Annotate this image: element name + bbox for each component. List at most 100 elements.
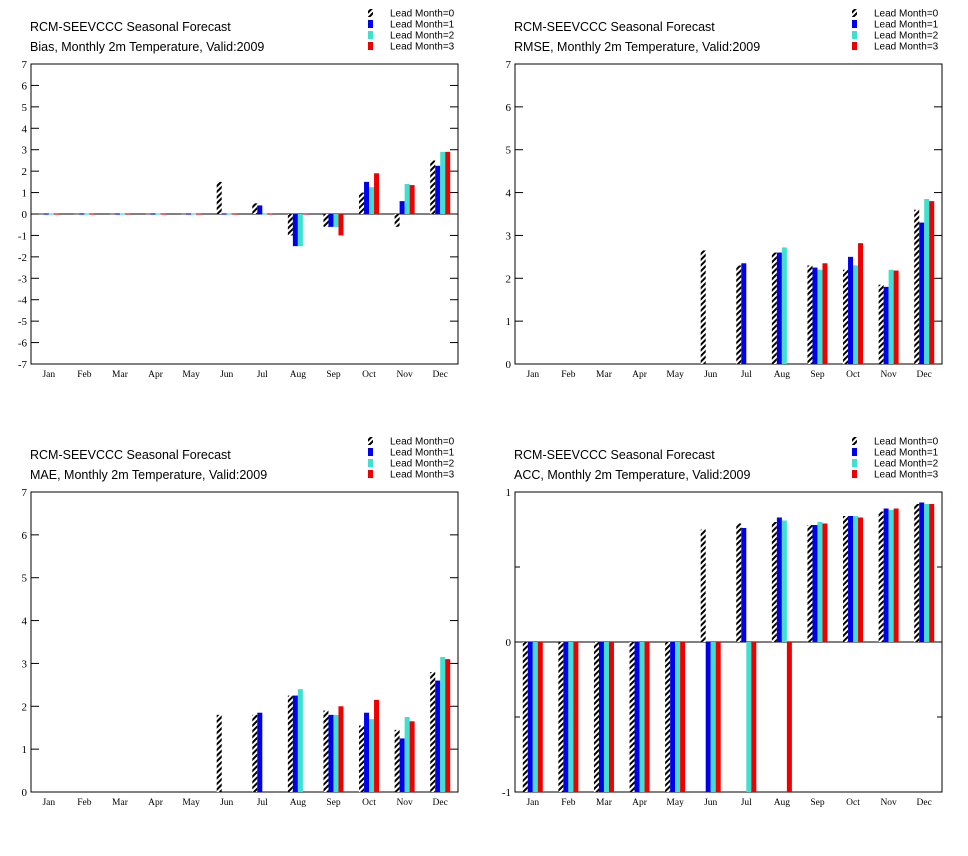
- chart-subtitle: MAE, Monthly 2m Temperature, Valid:2009: [30, 468, 267, 482]
- bar: [216, 181, 222, 214]
- bar: [644, 642, 650, 792]
- bar: [781, 247, 787, 364]
- bar: [924, 504, 930, 642]
- bar: [445, 151, 451, 214]
- bar: [257, 205, 263, 214]
- bar: [603, 642, 609, 792]
- chart-subtitle: ACC, Monthly 2m Temperature, Valid:2009: [514, 468, 751, 482]
- legend-entry: Lead Month=1: [390, 20, 455, 31]
- legend-swatch: [368, 470, 373, 478]
- x-tick-label: Nov: [880, 798, 897, 808]
- bar: [598, 642, 604, 792]
- bar: [430, 160, 436, 214]
- legend-swatch: [852, 437, 857, 445]
- legend-entry: Lead Month=3: [874, 470, 939, 481]
- y-tick-label: 0: [22, 209, 28, 221]
- bar: [573, 642, 579, 792]
- bar: [374, 699, 380, 792]
- chart-title: RCM-SEEVCCC Seasonal Forecast: [30, 20, 231, 34]
- bar: [822, 523, 828, 642]
- bar: [746, 642, 752, 792]
- bar: [878, 284, 884, 364]
- bar: [440, 657, 446, 792]
- bar: [807, 265, 813, 364]
- x-tick-label: Apr: [148, 370, 164, 380]
- y-tick-label: 6: [22, 80, 28, 92]
- x-tick-label: Oct: [362, 798, 376, 808]
- legend-entry: Lead Month=0: [874, 9, 939, 20]
- y-tick-label: 4: [22, 616, 28, 628]
- x-tick-label: Sep: [810, 370, 825, 380]
- bar: [292, 214, 298, 247]
- y-tick-label: 1: [22, 744, 28, 756]
- bar: [435, 680, 441, 792]
- bar: [435, 165, 441, 214]
- bar: [675, 642, 681, 792]
- y-tick-label: -1: [502, 787, 511, 799]
- y-tick-label: 7: [22, 487, 28, 499]
- legend-entry: Lead Month=1: [390, 448, 455, 459]
- bar: [399, 201, 405, 214]
- y-tick-label: 7: [506, 59, 512, 71]
- y-tick-label: 0: [506, 637, 512, 649]
- bar: [563, 642, 569, 792]
- bar: [369, 187, 375, 214]
- bar: [394, 729, 400, 792]
- x-tick-label: Mar: [112, 370, 129, 380]
- bar: [593, 642, 599, 792]
- y-tick-label: 6: [22, 530, 28, 542]
- legend-swatch: [368, 448, 373, 456]
- x-tick-label: Sep: [326, 370, 341, 380]
- bar: [919, 222, 925, 364]
- legend-entry: Lead Month=1: [874, 20, 939, 31]
- x-tick-label: Oct: [846, 370, 860, 380]
- bar: [369, 719, 375, 792]
- y-tick-label: -6: [18, 338, 28, 350]
- bar: [568, 642, 574, 792]
- bar: [297, 214, 303, 247]
- bar: [359, 192, 365, 214]
- chart-panel-1: RCM-SEEVCCC Seasonal Forecast Bias, Month…: [18, 9, 459, 380]
- bar: [893, 270, 899, 364]
- bar: [257, 712, 263, 792]
- legend-entry: Lead Month=2: [390, 459, 455, 470]
- bar: [532, 642, 538, 792]
- x-tick-label: Feb: [77, 370, 92, 380]
- legend-swatch: [368, 42, 373, 50]
- legend-swatch: [368, 20, 373, 28]
- bar: [409, 185, 415, 214]
- bar: [404, 717, 410, 792]
- bar: [853, 265, 859, 364]
- x-tick-label: May: [182, 370, 200, 380]
- x-tick-label: Mar: [112, 798, 129, 808]
- bar: [715, 642, 721, 792]
- x-tick-label: May: [666, 370, 684, 380]
- bar: [216, 714, 222, 792]
- x-tick-label: Jul: [741, 798, 752, 808]
- y-tick-label: 2: [506, 273, 512, 285]
- bar: [670, 642, 676, 792]
- bar: [929, 201, 935, 364]
- bar: [700, 529, 706, 642]
- bar: [843, 516, 849, 642]
- bar: [736, 265, 742, 364]
- x-tick-label: Aug: [290, 798, 307, 808]
- y-tick-label: 2: [22, 166, 28, 178]
- y-tick-label: 5: [22, 573, 28, 585]
- legend-swatch: [852, 448, 857, 456]
- legend-entry: Lead Month=0: [390, 437, 455, 448]
- bar: [858, 243, 864, 364]
- legend-swatch: [852, 20, 857, 28]
- bar: [776, 252, 782, 364]
- chart-subtitle: RMSE, Monthly 2m Temperature, Valid:2009: [514, 40, 760, 54]
- bar: [338, 214, 344, 236]
- x-tick-label: Mar: [596, 798, 613, 808]
- bar: [751, 642, 757, 792]
- bar: [848, 256, 854, 364]
- y-tick-label: -7: [18, 359, 28, 371]
- bar: [893, 508, 899, 642]
- bar: [364, 712, 370, 792]
- x-tick-label: Feb: [561, 370, 576, 380]
- x-tick-label: Jan: [526, 370, 539, 380]
